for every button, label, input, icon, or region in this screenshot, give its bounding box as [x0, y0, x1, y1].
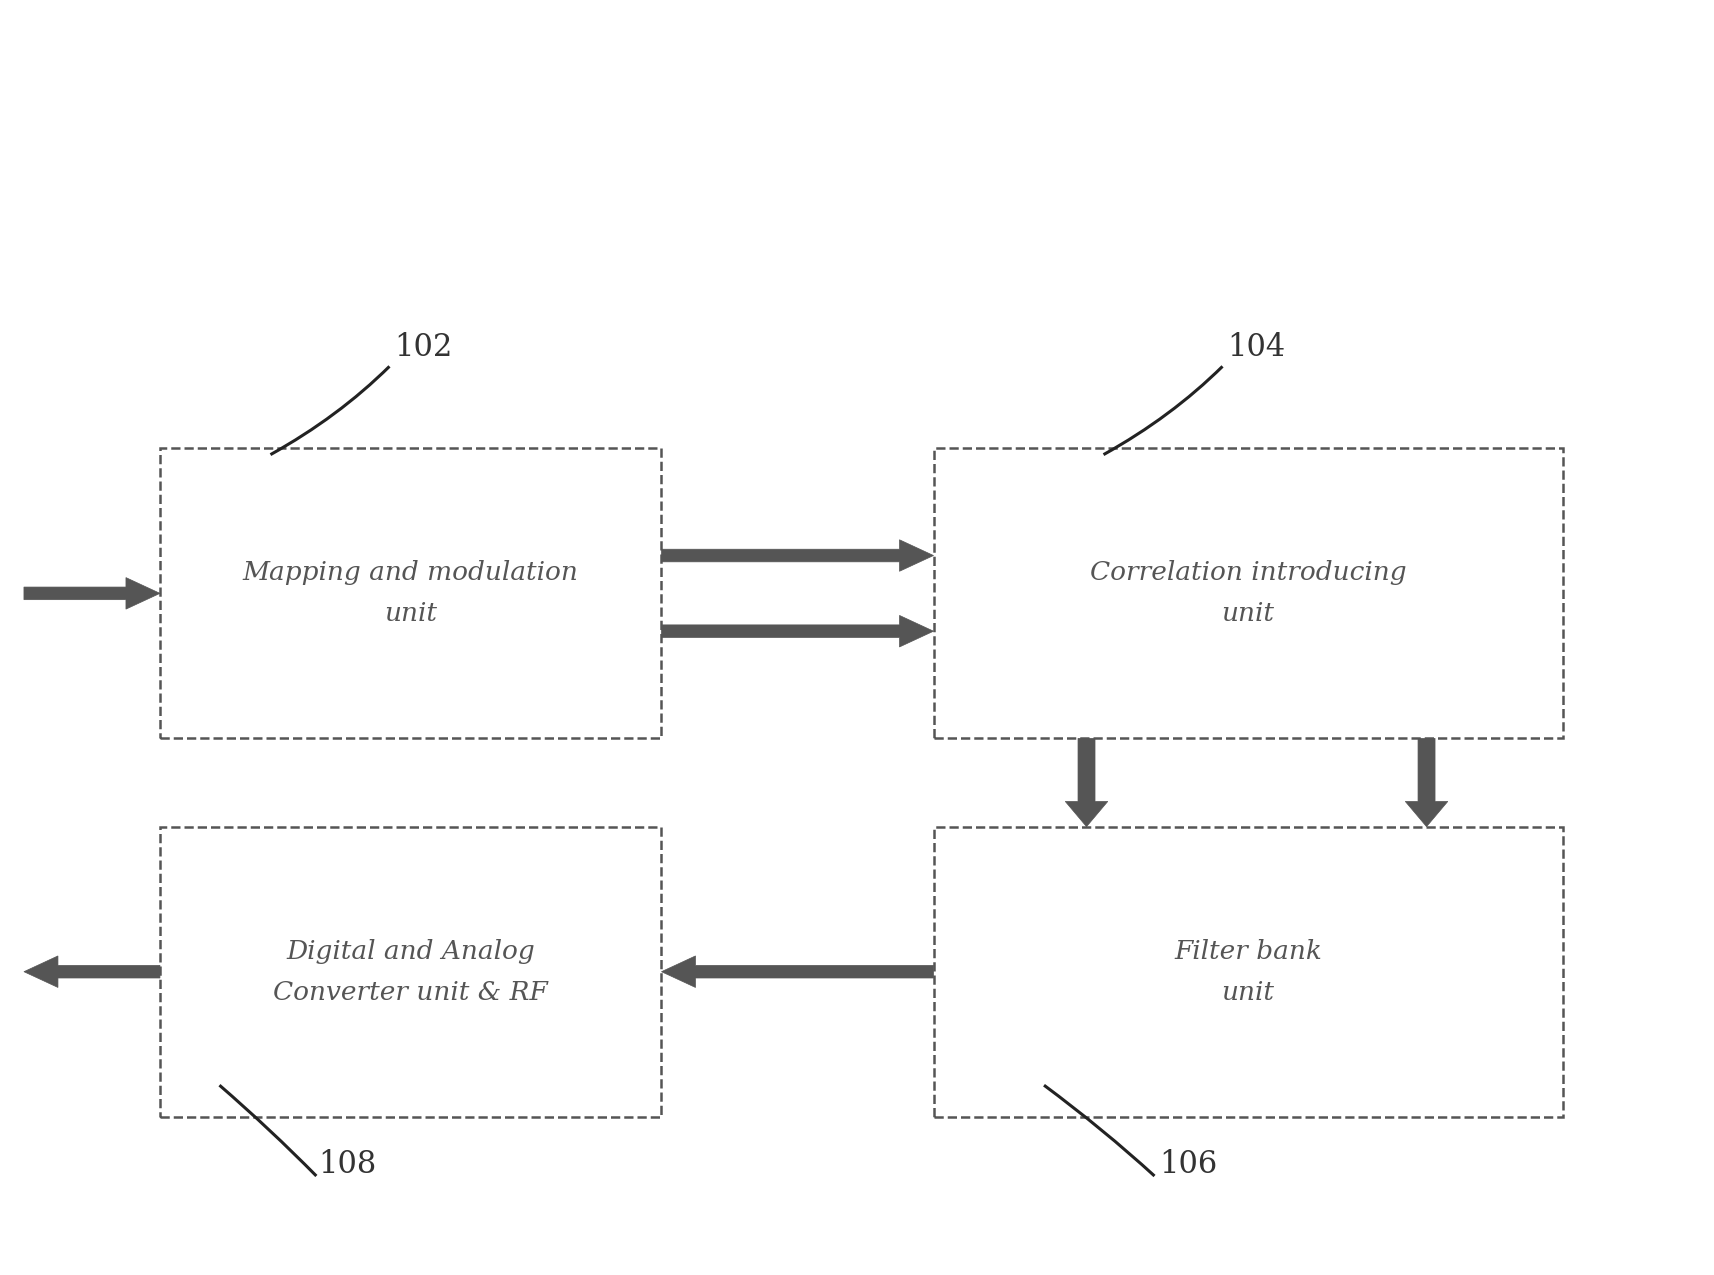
FancyBboxPatch shape: [934, 449, 1563, 738]
Polygon shape: [1066, 738, 1107, 826]
Text: Correlation introducing
unit: Correlation introducing unit: [1090, 560, 1407, 626]
Polygon shape: [662, 539, 934, 571]
Text: 102: 102: [394, 332, 452, 363]
Polygon shape: [662, 956, 934, 987]
Text: Mapping and modulation
unit: Mapping and modulation unit: [243, 560, 579, 626]
Text: Filter bank
unit: Filter bank unit: [1174, 938, 1321, 1005]
FancyBboxPatch shape: [159, 826, 662, 1117]
Polygon shape: [1405, 738, 1448, 826]
Polygon shape: [24, 578, 159, 609]
FancyBboxPatch shape: [934, 826, 1563, 1117]
FancyBboxPatch shape: [159, 449, 662, 738]
Text: 108: 108: [317, 1149, 375, 1181]
Text: Digital and Analog
Converter unit & RF: Digital and Analog Converter unit & RF: [273, 938, 548, 1005]
Text: 106: 106: [1159, 1149, 1217, 1181]
Polygon shape: [24, 956, 159, 987]
Text: 104: 104: [1227, 332, 1286, 363]
Polygon shape: [662, 616, 934, 646]
